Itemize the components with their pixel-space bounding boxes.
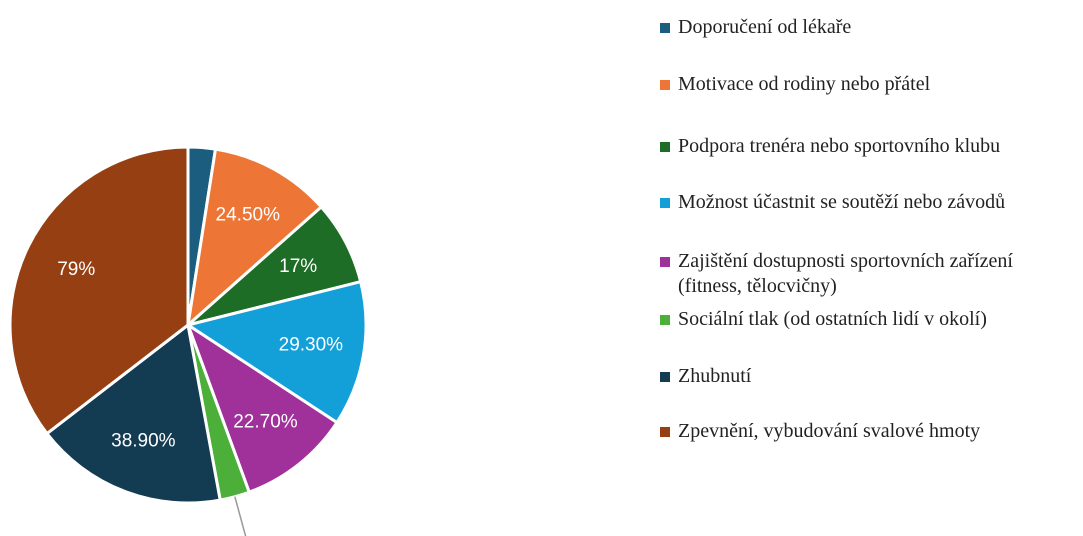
legend-label: Podpora trenéra nebo sportovního klubu: [678, 135, 1001, 157]
data-label: 79%: [57, 259, 95, 280]
data-label: 29.30%: [279, 335, 344, 356]
legend-swatch: [660, 142, 670, 152]
legend-swatch: [660, 372, 670, 382]
legend-label: Zpevnění, vybudování svalové hmoty: [678, 420, 981, 442]
legend-label: Motivace od rodiny nebo přátel: [678, 73, 931, 95]
legend-item: Zhubnutí: [660, 364, 1048, 389]
leader-line: [234, 496, 247, 536]
data-label: 22.70%: [233, 412, 298, 433]
pie-slice: [8, 145, 190, 436]
legend-label: Zhubnutí: [678, 365, 752, 387]
legend-swatch: [660, 315, 670, 325]
data-label: 38.90%: [111, 430, 176, 451]
pie-slice: [44, 322, 222, 505]
data-label: 17%: [279, 256, 317, 277]
pie-slice: [185, 321, 339, 495]
data-label: 24.50%: [216, 205, 281, 226]
legend-swatch: [660, 257, 670, 267]
pie-slice: [185, 147, 324, 329]
legend-swatch: [660, 427, 670, 437]
legend-label: Možnost účastnit se soutěží nebo závodů: [678, 191, 1006, 213]
legend-label: Zajištění dostupnosti sportovních zaříze…: [678, 250, 1013, 297]
chart: 24.50% 17% 29.30% 22.70% 38.90% 79%: [8, 145, 368, 536]
legend-item: Doporučení od lékaře: [660, 15, 1048, 40]
legend-label: Sociální tlak (od ostatních lidí v okolí…: [678, 308, 987, 330]
legend-item: Zpevnění, vybudování svalové hmoty: [660, 419, 1048, 444]
legend-swatch: [660, 80, 670, 90]
legend-swatch: [660, 23, 670, 33]
legend-label: Doporučení od lékaře: [678, 16, 852, 38]
legend-item: Motivace od rodiny nebo přátel: [660, 72, 1048, 97]
legend-item: Možnost účastnit se soutěží nebo závodů: [660, 190, 1048, 215]
pie-slice: [184, 279, 368, 425]
legend-item: Zajištění dostupnosti sportovních zaříze…: [660, 249, 1048, 299]
legend-swatch: [660, 198, 670, 208]
legend-item: Podpora trenéra nebo sportovního klubu: [660, 134, 1048, 159]
legend-item: Sociální tlak (od ostatních lidí v okolí…: [660, 307, 1048, 332]
